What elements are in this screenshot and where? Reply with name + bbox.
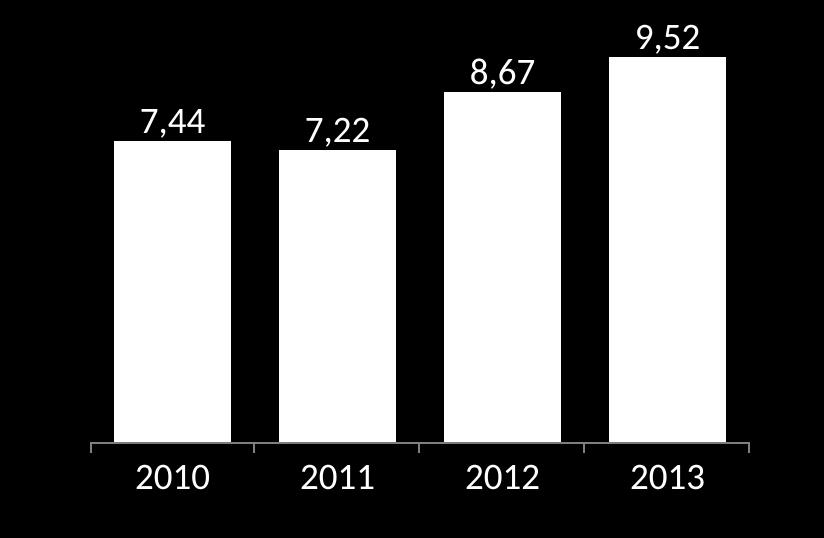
x-tick [90,444,92,453]
x-axis-line [90,442,750,444]
x-label-2010: 2010 [90,454,255,499]
bar-chart: 7,44 2010 7,22 2011 8,67 2012 9,52 2013 [0,0,824,538]
x-label-2012: 2012 [420,454,585,499]
x-tick [748,444,750,453]
bar-2013 [609,57,726,442]
x-tick [253,444,255,453]
value-label-2012: 8,67 [444,49,561,94]
value-label-2013: 9,52 [609,14,726,59]
x-tick [418,444,420,453]
x-label-2011: 2011 [255,454,420,499]
bar-2011 [279,150,396,442]
bar-2010 [114,141,231,442]
bar-2012 [444,92,561,442]
value-label-2010: 7,44 [114,98,231,143]
value-label-2011: 7,22 [279,107,396,152]
x-label-2013: 2013 [585,454,750,499]
x-tick [583,444,585,453]
